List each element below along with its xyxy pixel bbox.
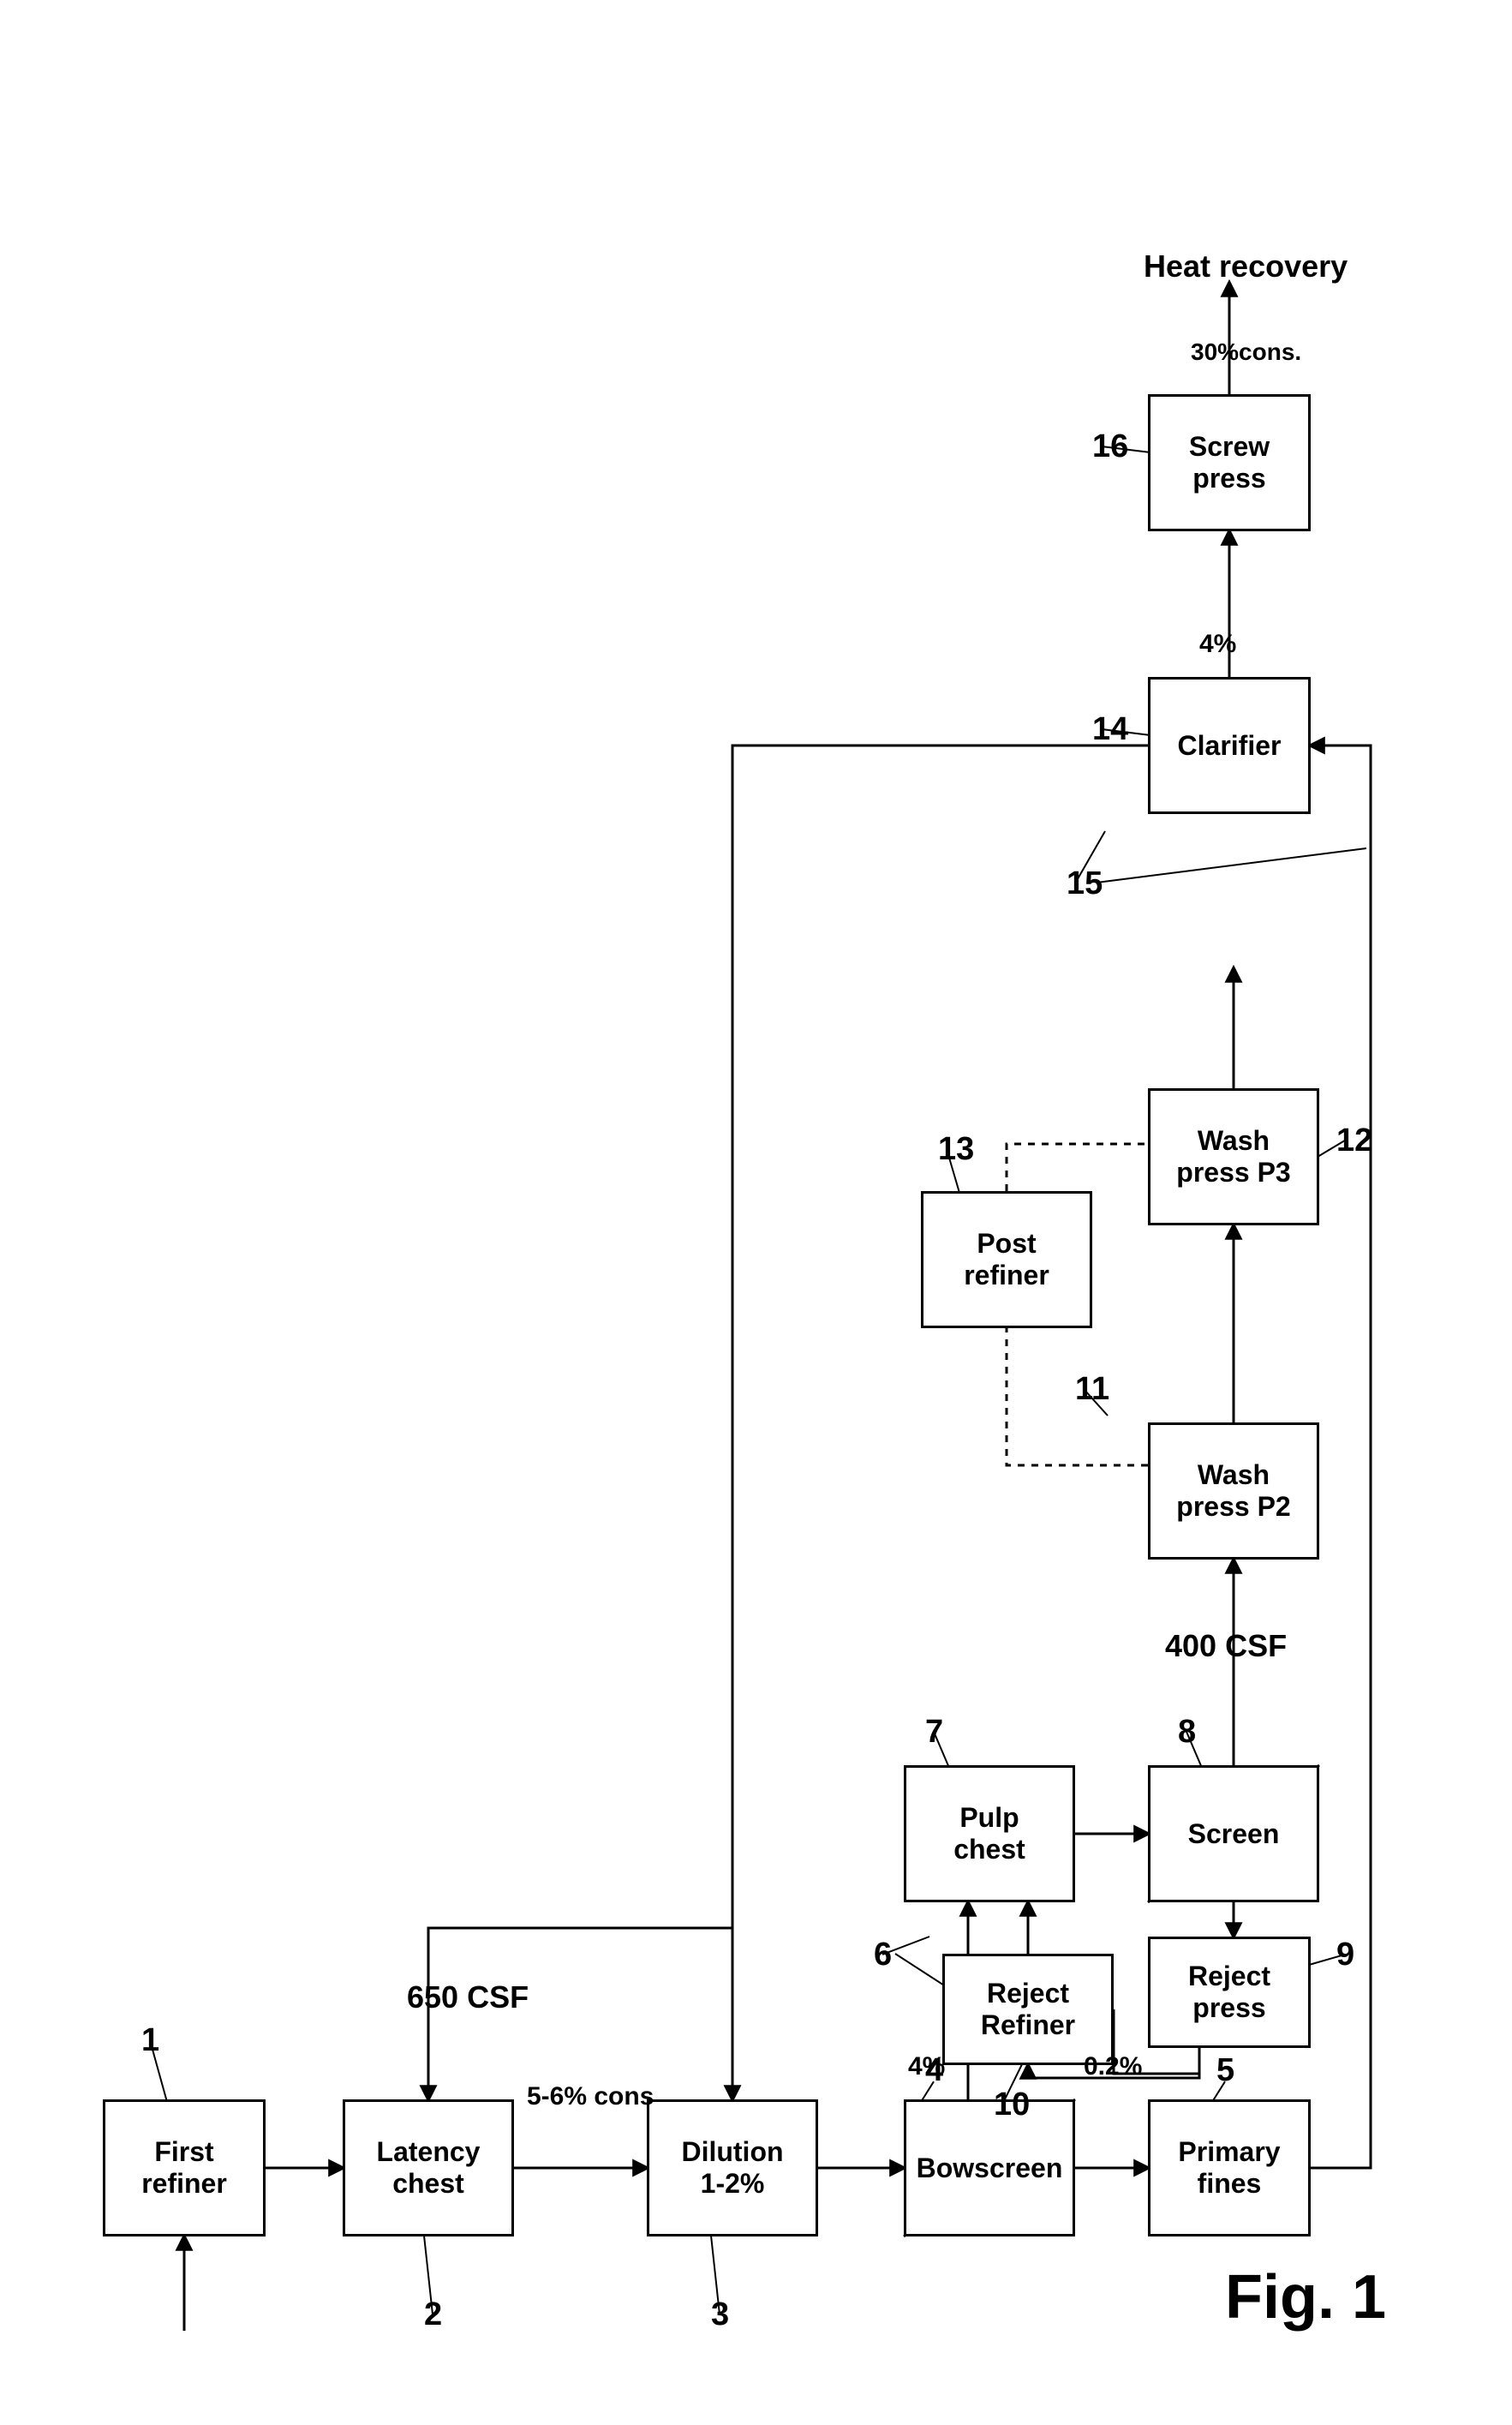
callout-n13: 13: [938, 1131, 974, 1168]
callout-n1: 1: [141, 2022, 159, 2059]
screw-press-label: Screwpress: [1189, 431, 1270, 494]
reject-press-box: Rejectpress: [1148, 1937, 1311, 2048]
annotation-pct02: 0.2%: [1084, 2052, 1142, 2081]
primary-fines-label: Primaryfines: [1178, 2136, 1280, 2200]
callout-n7: 7: [925, 1714, 943, 1751]
bowscreen-box: Bowscreen: [904, 2099, 1075, 2236]
annotation-pct4b: 4%: [1199, 630, 1236, 659]
pulp-chest-box: Pulpchest: [904, 1765, 1075, 1902]
dilution-box: Dilution1-2%: [647, 2099, 818, 2236]
screen-box: Screen: [1148, 1765, 1319, 1902]
pulp-chest-label: Pulpchest: [953, 1802, 1025, 1865]
post-refiner-label: Postrefiner: [964, 1228, 1049, 1291]
bowscreen-label: Bowscreen: [917, 2153, 1063, 2184]
wash-p3-box: Washpress P3: [1148, 1088, 1319, 1225]
annotation-cons56: 5-6% cons: [527, 2082, 654, 2111]
callout-n3: 3: [711, 2296, 729, 2333]
wash-p3-label: Washpress P3: [1176, 1125, 1290, 1189]
reject-refiner-box: RejectRefiner: [942, 1954, 1114, 2065]
dilution-label: Dilution1-2%: [681, 2136, 783, 2200]
first-refiner-label: Firstrefiner: [141, 2136, 227, 2200]
callout-n10: 10: [994, 2087, 1030, 2123]
annotation-csf650: 650 CSF: [407, 1979, 529, 2015]
callout-n14: 14: [1092, 711, 1128, 748]
callout-n2: 2: [424, 2296, 442, 2333]
primary-fines-box: Primaryfines: [1148, 2099, 1311, 2236]
latency-chest-label: Latencychest: [377, 2136, 481, 2200]
callout-n8: 8: [1178, 1714, 1196, 1751]
annotation-heat: Heat recovery: [1144, 248, 1348, 284]
latency-chest-box: Latencychest: [343, 2099, 514, 2236]
annotation-cons30: 30%cons.: [1191, 338, 1301, 366]
callout-n15: 15: [1067, 865, 1103, 902]
callout-n16: 16: [1092, 428, 1128, 465]
wash-p2-label: Washpress P2: [1176, 1459, 1290, 1523]
callout-n9: 9: [1336, 1937, 1354, 1973]
reject-refiner-label: RejectRefiner: [981, 1978, 1075, 2041]
callout-n4: 4: [925, 2052, 943, 2089]
screen-label: Screen: [1188, 1818, 1280, 1850]
screw-press-box: Screwpress: [1148, 394, 1311, 531]
wash-p2-box: Washpress P2: [1148, 1422, 1319, 1560]
figure-label: Fig. 1: [1225, 2262, 1386, 2332]
clarifier-label: Clarifier: [1178, 730, 1282, 762]
callout-n12: 12: [1336, 1123, 1372, 1159]
post-refiner-box: Postrefiner: [921, 1191, 1092, 1328]
callout-n11: 11: [1075, 1371, 1109, 1408]
clarifier-box: Clarifier: [1148, 677, 1311, 814]
first-refiner-box: Firstrefiner: [103, 2099, 266, 2236]
callout-n6: 6: [874, 1937, 892, 1973]
reject-press-label: Rejectpress: [1188, 1961, 1270, 2024]
callout-n5: 5: [1216, 2052, 1234, 2089]
annotation-csf400: 400 CSF: [1165, 1628, 1287, 1664]
